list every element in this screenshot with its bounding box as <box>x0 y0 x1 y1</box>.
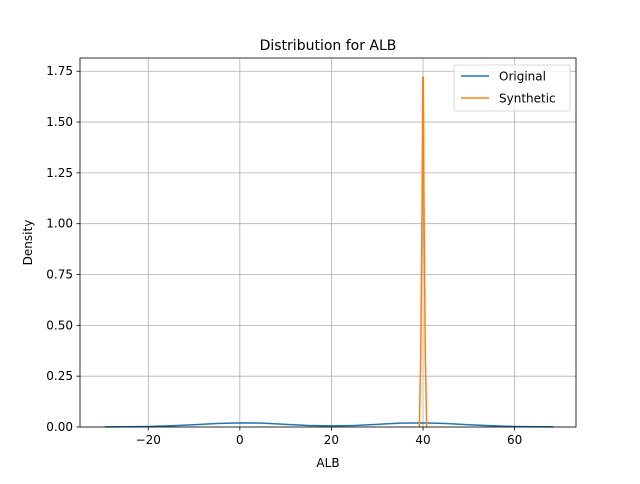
chart-title: Distribution for ALB <box>260 38 397 54</box>
x-tick-label: −20 <box>136 433 161 447</box>
y-tick-label: 1.25 <box>46 166 73 180</box>
y-axis-label: Density <box>21 220 35 266</box>
plot-frame <box>79 57 577 428</box>
x-tick-label: 20 <box>324 433 339 447</box>
y-tick-label: 0.25 <box>46 369 73 383</box>
y-tick-label: 1.00 <box>46 217 73 231</box>
y-tick-label: 1.50 <box>46 115 73 129</box>
ticks: −20 0 20 40 60 0.00 0.25 0.50 0.75 1.00 1.25 1.50 1.… <box>46 64 522 447</box>
x-tick-label: 40 <box>415 433 430 447</box>
series-line-original <box>104 422 554 428</box>
plot-series <box>104 76 554 428</box>
y-tick-label: 1.75 <box>46 64 73 78</box>
y-tick-label: 0.75 <box>46 268 73 282</box>
y-tick-label: 0.00 <box>46 420 73 434</box>
grid <box>80 58 576 428</box>
x-tick-label: 60 <box>507 433 522 447</box>
y-tick-label: 0.50 <box>46 318 73 332</box>
x-axis-label: ALB <box>316 456 339 470</box>
legend: Original Synthetic <box>453 64 571 112</box>
legend-label-synthetic: Synthetic <box>499 92 556 106</box>
series-line-synthetic <box>418 76 428 428</box>
x-tick-label: 0 <box>236 433 244 447</box>
legend-label-original: Original <box>499 70 546 84</box>
